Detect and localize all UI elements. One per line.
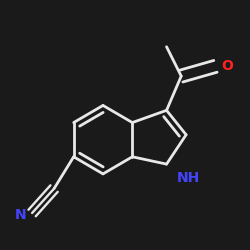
Text: NH: NH (176, 172, 200, 185)
Text: O: O (221, 59, 233, 73)
Text: N: N (14, 208, 26, 222)
